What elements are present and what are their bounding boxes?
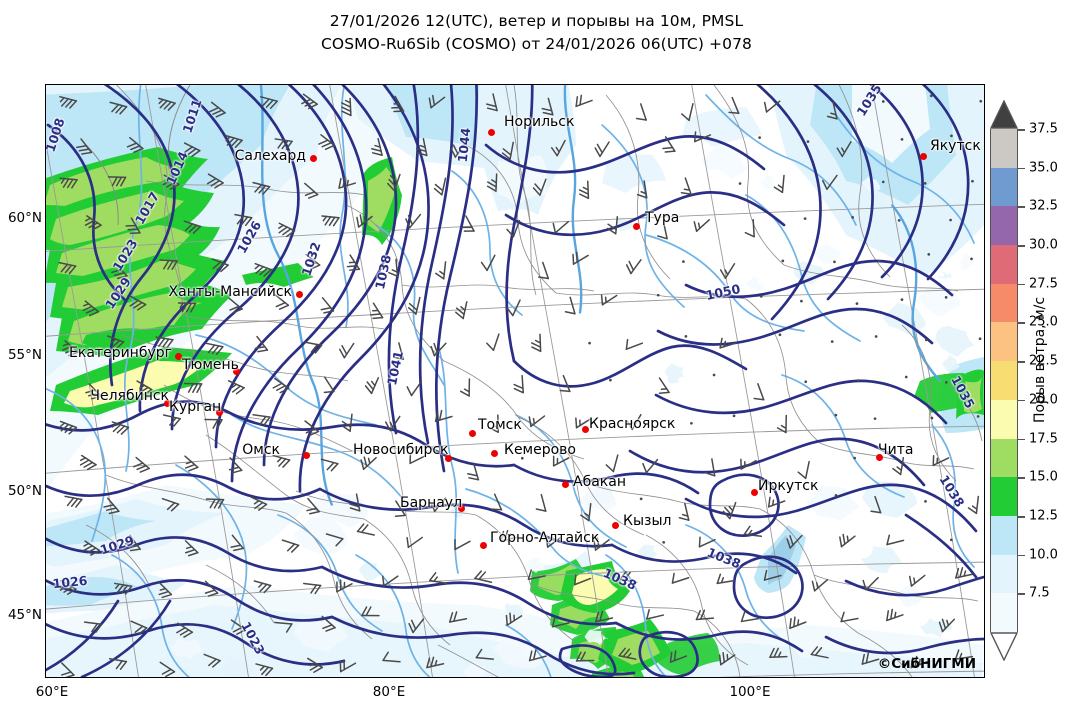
city-marker-dot[interactable] — [632, 222, 640, 230]
colorbar-tick — [1018, 554, 1025, 557]
city-marker-dot[interactable] — [490, 449, 498, 457]
city-label: Красноярск — [589, 416, 676, 432]
colorbar-tick-label: 35.0 — [1029, 160, 1058, 176]
colorbar-band — [991, 438, 1017, 478]
city-label: Екатеринбург — [69, 345, 172, 361]
colorbar-tick-label: 10.0 — [1029, 547, 1058, 563]
colorbar-band — [991, 593, 1017, 632]
colorbar-tick — [1018, 129, 1025, 131]
watermark: ©СибНИГМИ — [877, 656, 976, 672]
colorbar[interactable]: 37.5 35.0 32.5 30.0 27.5 25.0 22.5 20.0 17.5 15.0… — [990, 100, 1058, 661]
city-label: Курган — [169, 399, 222, 415]
city-marker-dot[interactable] — [581, 425, 589, 433]
lat-tick-label: 50°N — [7, 483, 42, 499]
city-marker-dot[interactable] — [479, 541, 487, 549]
colorbar-tick-label: 25.0 — [1029, 314, 1058, 330]
colorbar-tick — [1018, 322, 1025, 325]
lon-tick-label: 60°E — [35, 684, 69, 700]
city-label: Горно-Алтайск — [490, 530, 600, 546]
city-label: Абакан — [573, 474, 626, 490]
city-label: Кемерово — [504, 442, 576, 458]
colorbar-tick-label: 27.5 — [1029, 276, 1058, 292]
city-marker-dot[interactable] — [215, 408, 223, 416]
city-marker-dot[interactable] — [444, 454, 452, 462]
city-label: Кызыл — [623, 513, 672, 529]
colorbar-tick-label: 32.5 — [1029, 198, 1058, 214]
colorbar-over-arrow — [990, 100, 1018, 129]
colorbar-band — [991, 399, 1017, 439]
city-marker-dot[interactable] — [232, 367, 240, 375]
city-marker-dot[interactable] — [309, 154, 317, 162]
colorbar-tick-label: 15.0 — [1029, 469, 1058, 485]
colorbar-tick — [1018, 206, 1025, 208]
colorbar-tick-label: 17.5 — [1029, 431, 1058, 447]
city-label: Томск — [478, 417, 522, 433]
colorbar-band — [991, 129, 1017, 168]
city-marker-dot[interactable] — [487, 128, 495, 136]
lon-tick-label: 80°E — [372, 684, 406, 700]
colorbar-band — [991, 515, 1017, 555]
city-label: Тура — [645, 210, 680, 226]
city-marker-dot[interactable] — [457, 504, 465, 512]
city-label: Барнаул — [400, 495, 463, 511]
colorbar-bands — [990, 129, 1018, 632]
page-title: 27/01/2026 12(UTC), ветер и порывы на 10… — [0, 10, 1073, 56]
city-marker-dot[interactable] — [750, 488, 758, 496]
colorbar-tick — [1018, 283, 1025, 286]
city-marker-dot[interactable] — [174, 352, 182, 360]
colorbar-tick-label: 12.5 — [1029, 508, 1058, 524]
colorbar-tick — [1018, 477, 1025, 479]
map-viewport[interactable]: Норильск Якутск Салехард Тура Ханты-Мансийск… — [45, 84, 985, 678]
title-line-2: COSMO-Ru6Sib (COSMO) от 24/01/2026 06(UT… — [320, 35, 753, 53]
colorbar-tick — [1018, 361, 1025, 363]
colorbar-under-arrow — [990, 632, 1018, 661]
map-graphic — [46, 85, 984, 677]
colorbar-band — [991, 361, 1017, 400]
colorbar-tick — [1018, 167, 1025, 170]
city-marker-dot[interactable] — [468, 429, 476, 437]
city-marker-dot[interactable] — [295, 290, 303, 298]
colorbar-tick — [1018, 399, 1025, 402]
colorbar-tick-label: 30.0 — [1029, 237, 1058, 253]
city-marker-dot[interactable] — [919, 152, 927, 160]
city-label: Тюмень — [182, 357, 239, 373]
colorbar-tick — [1018, 515, 1025, 518]
colorbar-tick-label: 37.5 — [1029, 121, 1058, 137]
lon-tick-label: 100°E — [729, 684, 771, 700]
colorbar-band — [991, 245, 1017, 284]
colorbar-band — [991, 477, 1017, 516]
city-marker-dot[interactable] — [611, 521, 619, 529]
city-label: Новосибирск — [353, 442, 449, 458]
colorbar-tick-label: 22.5 — [1029, 353, 1058, 369]
colorbar-tick — [1018, 438, 1025, 441]
city-label: Норильск — [504, 114, 575, 130]
city-label: Омск — [242, 442, 280, 458]
city-marker-dot[interactable] — [875, 453, 883, 461]
city-marker-dot[interactable] — [302, 451, 310, 459]
lat-tick-label: 45°N — [7, 607, 42, 623]
city-label: Иркутск — [758, 478, 819, 494]
city-label: Якутск — [930, 138, 981, 154]
city-marker-dot[interactable] — [163, 399, 171, 407]
city-label: Чита — [878, 442, 914, 458]
lat-tick-label: 55°N — [7, 347, 42, 363]
city-label: Салехард — [234, 148, 306, 164]
city-label: Челябинск — [90, 388, 169, 404]
lat-tick-label: 60°N — [7, 210, 42, 226]
colorbar-band — [991, 206, 1017, 246]
colorbar-tick-label: 20.0 — [1029, 392, 1058, 408]
colorbar-band — [991, 322, 1017, 362]
colorbar-tick-label: 7.5 — [1029, 585, 1050, 601]
city-marker-dot[interactable] — [561, 480, 569, 488]
colorbar-tick — [1018, 593, 1025, 595]
colorbar-band — [991, 167, 1017, 207]
colorbar-band — [991, 554, 1017, 594]
title-line-1: 27/01/2026 12(UTC), ветер и порывы на 10… — [329, 12, 744, 30]
colorbar-tick — [1018, 245, 1025, 247]
colorbar-band — [991, 283, 1017, 323]
city-label: Ханты-Мансийск — [168, 284, 292, 300]
colorbar-axis-title: Порыв ветра, м/с — [1032, 296, 1048, 423]
